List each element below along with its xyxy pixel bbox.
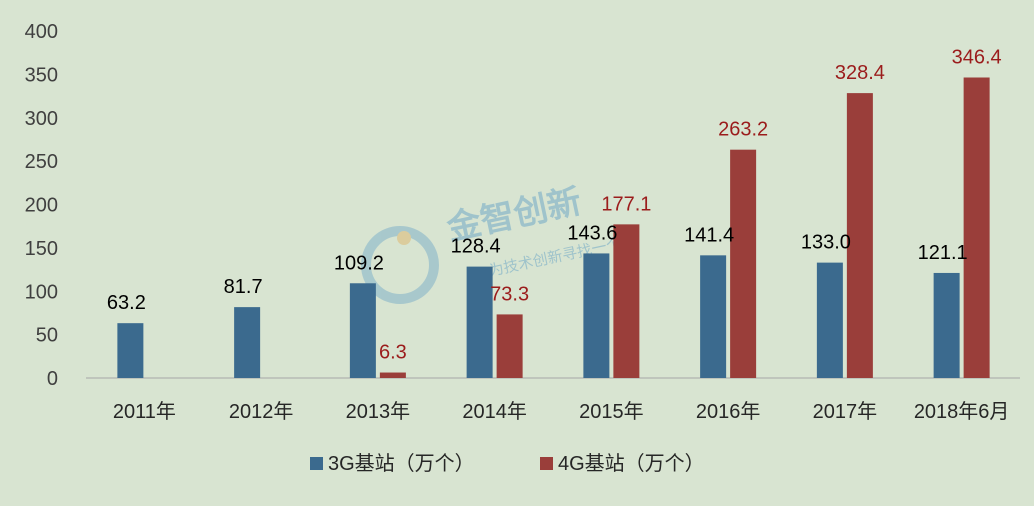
y-tick-label: 0 (47, 368, 58, 390)
data-label-3g: 109.2 (334, 252, 384, 274)
y-tick-label: 150 (25, 238, 58, 260)
data-label-4g: 346.4 (952, 46, 1002, 68)
y-tick-label: 200 (25, 195, 58, 217)
y-tick-label: 100 (25, 281, 58, 303)
bar-3g (117, 323, 144, 378)
data-labels: 63.2 81.7 109.2 6.3 128.4 73.3 143.6 177.1 141.4… (107, 46, 1002, 363)
data-label-3g: 63.2 (107, 292, 146, 314)
y-tick-label: 400 (25, 21, 58, 43)
x-tick-label: 2018年6月 (914, 400, 1010, 423)
legend-swatch-4g (540, 457, 553, 470)
x-tick-label: 2016年 (696, 400, 761, 423)
x-tick-label: 2011年 (113, 400, 176, 423)
data-label-3g: 133.0 (801, 232, 851, 254)
data-label-4g: 177.1 (601, 193, 651, 215)
data-label-4g: 6.3 (379, 342, 407, 364)
y-tick-label: 250 (25, 151, 58, 173)
x-tick-label: 2015年 (579, 400, 644, 423)
bar-4g (730, 149, 757, 378)
legend: 3G基站（万个） 4G基站（万个） (310, 452, 705, 475)
data-label-3g: 81.7 (224, 276, 263, 298)
watermark-dot (397, 231, 411, 245)
bar-3g (349, 283, 376, 378)
watermark-ring (361, 226, 439, 304)
legend-swatch-3g (310, 457, 323, 470)
x-tick-label: 2012年 (229, 400, 294, 423)
x-tick-label: 2017年 (813, 400, 878, 423)
y-tick-label: 300 (25, 108, 58, 130)
y-tick-label: 50 (36, 325, 58, 347)
bar-3g (466, 266, 493, 378)
bar-3g (816, 262, 843, 378)
bar-4g (496, 314, 523, 378)
bar-4g (379, 372, 406, 378)
data-label-3g: 141.4 (684, 224, 734, 246)
bar-4g (613, 224, 640, 378)
data-label-3g: 143.6 (567, 222, 617, 244)
legend-label-4g: 4G基站（万个） (558, 452, 705, 475)
data-label-3g: 128.4 (451, 236, 501, 258)
data-label-4g: 328.4 (835, 62, 885, 84)
x-tick-label: 2014年 (462, 400, 527, 423)
bar-3g (583, 253, 610, 378)
y-tick-label: 350 (25, 64, 58, 86)
data-label-4g: 263.2 (718, 119, 768, 141)
x-tick-label: 2013年 (346, 400, 411, 423)
bar-3g (234, 307, 261, 378)
bar-3g (933, 272, 960, 378)
bars (117, 77, 990, 379)
bar-4g (963, 77, 990, 379)
data-label-4g: 73.3 (490, 283, 529, 305)
bar-4g (846, 93, 873, 378)
legend-label-3g: 3G基站（万个） (328, 452, 475, 475)
data-label-3g: 121.1 (918, 242, 968, 264)
bar-3g (700, 255, 727, 378)
